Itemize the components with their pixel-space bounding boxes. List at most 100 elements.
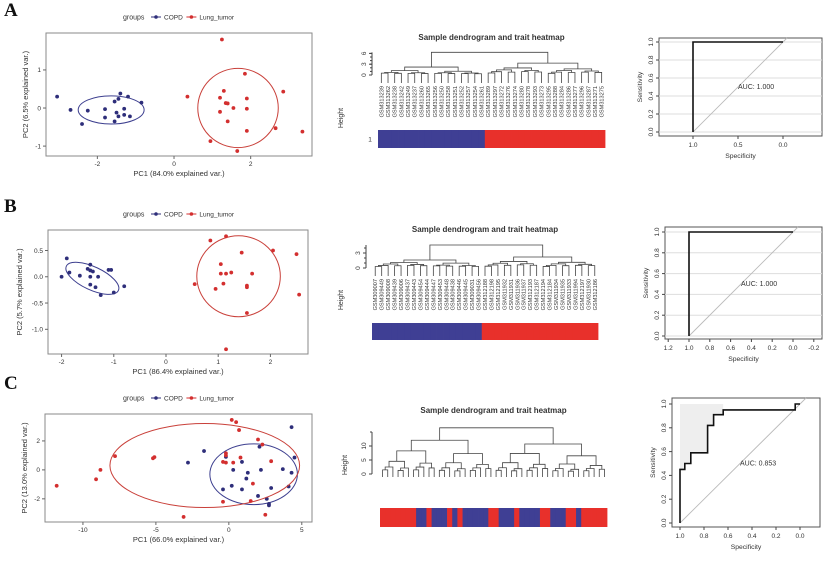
- data-point-copd: [64, 256, 69, 261]
- auc-label: AUC: 0.853: [740, 461, 776, 468]
- height-tick-label: 3: [361, 62, 368, 66]
- dendrogram-branch: [458, 265, 467, 276]
- x-tick-label: 1.0: [688, 142, 697, 149]
- sample-label: GSM313256: [433, 86, 439, 117]
- roc-frame: [658, 37, 823, 137]
- sample-label: GSM313238: [393, 86, 399, 117]
- roc-curve: [692, 41, 783, 132]
- sample-label: GSM309447: [431, 279, 437, 310]
- trait-heatmap-cell: [417, 323, 425, 340]
- data-point-copd: [231, 467, 236, 472]
- dendrogram-branch: [534, 71, 542, 83]
- data-point-lung_tumor: [229, 270, 234, 275]
- trait-heatmap-cell: [520, 323, 528, 340]
- data-point-copd: [122, 284, 127, 289]
- trait-heatmap-cell: [462, 323, 470, 340]
- legend-key-point: [154, 15, 158, 19]
- dendrogram-branch: [499, 261, 528, 264]
- confidence-ellipse-lung_tumor: [109, 423, 301, 509]
- data-point-copd: [103, 107, 107, 112]
- trait-heatmap-cell: [378, 130, 386, 148]
- legend: groups COPD Lung_tumor: [123, 396, 235, 403]
- trait-heatmap-cell: [449, 323, 457, 340]
- sample-label: GSM311937: [522, 279, 528, 310]
- sample-label: GSM309453: [438, 279, 444, 310]
- y-tick-label: 0.4: [661, 471, 668, 480]
- data-point-lung_tumor: [218, 109, 222, 114]
- dendrogram-branch: [410, 439, 469, 454]
- data-point-lung_tumor: [229, 418, 234, 422]
- trait-heatmap-cell: [584, 130, 593, 148]
- dendrogram-branch: [529, 264, 538, 276]
- trait-heatmap-cell: [539, 323, 547, 340]
- data-point-lung_tumor: [224, 347, 228, 352]
- dendrogram-branch: [594, 72, 603, 83]
- trait-heatmap-cell: [552, 323, 560, 340]
- legend: groups COPD Lung_tumor: [123, 212, 235, 219]
- data-point-lung_tumor: [221, 281, 226, 286]
- data-point-lung_tumor: [244, 96, 249, 101]
- y-axis-label: Sensitivity: [637, 71, 644, 102]
- dendrogram-branch: [394, 265, 402, 276]
- trait-heatmap-cell: [468, 323, 476, 340]
- dendrogram-branch: [431, 51, 549, 68]
- sample-label: GSM309031: [470, 279, 476, 310]
- height-tick-label: 0: [361, 73, 368, 77]
- dendrogram-branch: [542, 468, 549, 477]
- data-point-lung_tumor: [256, 437, 260, 442]
- sample-label: GSM313275: [600, 86, 606, 117]
- partial-auc-shade: [680, 404, 724, 523]
- sample-label: GSM313289: [486, 86, 492, 117]
- trait-heatmap-cell: [384, 130, 392, 148]
- data-point-lung_tumor: [250, 271, 255, 276]
- trait-heatmap-cell: [391, 130, 399, 148]
- y-tick-label: 0.8: [654, 248, 661, 257]
- dendrogram-branch: [550, 263, 567, 266]
- sample-label: GSM313258: [446, 86, 452, 117]
- data-point-lung_tumor: [300, 129, 305, 134]
- dendrogram-branch: [438, 469, 445, 477]
- dendrogram-branch: [517, 62, 579, 69]
- trait-heatmap-cell: [380, 508, 386, 527]
- dendrogram-branch: [429, 244, 544, 260]
- data-point-copd: [128, 114, 132, 119]
- dendrogram-branch: [516, 264, 525, 276]
- x-tick-label: -10: [78, 527, 88, 534]
- sample-label: GSM313286: [566, 86, 572, 117]
- sample-label: GSM313297: [493, 86, 499, 117]
- dendrogram-title: Sample dendrogram and trait heatmap: [418, 33, 564, 42]
- data-point-copd: [229, 483, 234, 488]
- data-point-lung_tumor: [94, 477, 98, 482]
- trait-heatmap-cell: [472, 508, 479, 527]
- x-tick-label: 0.4: [747, 345, 756, 352]
- trait-heatmap-cell: [416, 508, 422, 527]
- dendrogram-branch: [547, 72, 556, 83]
- trait-heatmap-cell: [601, 508, 608, 527]
- y-axis-label: PC2 (13.0% explained var.): [20, 422, 29, 514]
- trait-heatmap-cell: [591, 130, 599, 148]
- trait-heatmap-cell: [498, 508, 505, 527]
- dendrogram-branch: [509, 453, 540, 465]
- trait-heatmap-cell: [438, 130, 446, 148]
- trait-heatmap-cell: [545, 508, 551, 527]
- dendrogram-branch: [526, 469, 533, 477]
- legend-title: groups: [123, 212, 145, 219]
- trait-heatmap-cell: [426, 508, 432, 527]
- dendrogram-branch: [542, 266, 550, 276]
- trait-heatmap-cell: [398, 130, 406, 148]
- trait-heatmap-cell: [550, 508, 556, 527]
- trait-heatmap-cell: [451, 130, 459, 148]
- x-axis-label: PC1 (66.0% explained var.): [133, 535, 225, 544]
- x-tick-label: -1: [111, 359, 117, 366]
- sample-label: GSM313271: [593, 86, 599, 117]
- confidence-ellipse-lung_tumor: [196, 235, 281, 318]
- sample-label: GSM313249: [406, 86, 412, 117]
- roc-plot-c: 1.0 0.8 0.6 0.4 0.2 0.0 0.0 0.2 0.4 0.6 0.8 1.0 Spec…: [650, 397, 821, 551]
- trait-heatmap-cell: [390, 508, 396, 527]
- height-tick-label: 6: [361, 51, 368, 55]
- panel-label-a: A: [4, 0, 18, 21]
- trait-heatmap-cell: [481, 323, 489, 340]
- data-point-copd: [118, 91, 123, 96]
- legend-label: COPD: [164, 396, 183, 403]
- x-tick-label: 0: [172, 161, 176, 168]
